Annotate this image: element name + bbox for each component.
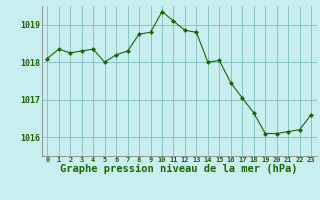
X-axis label: Graphe pression niveau de la mer (hPa): Graphe pression niveau de la mer (hPa) [60, 164, 298, 174]
